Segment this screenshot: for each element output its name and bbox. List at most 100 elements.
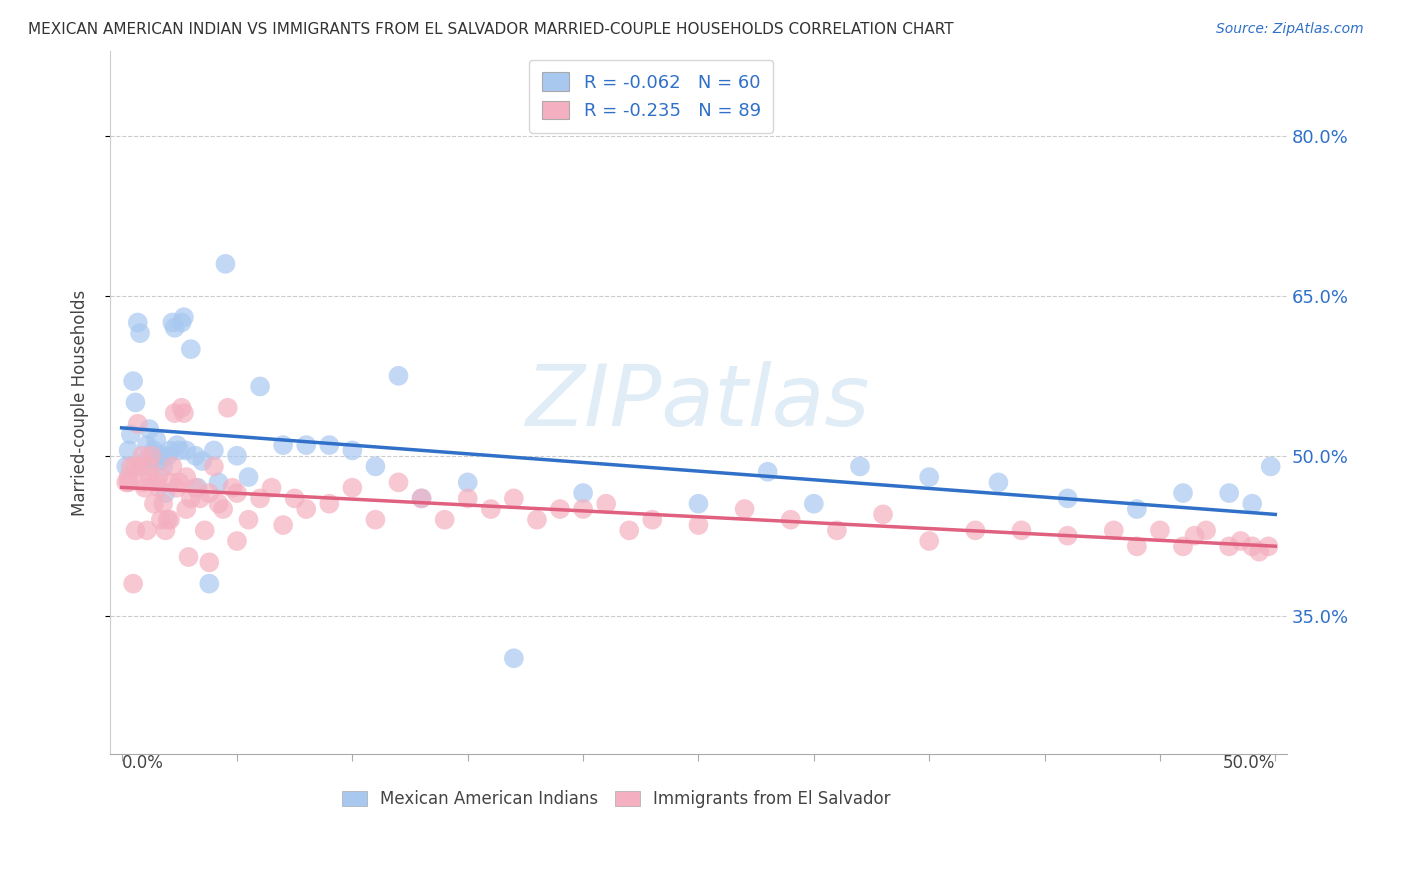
Point [987, 475, 1010, 490]
Point [226, 486, 249, 500]
Point [1056, 491, 1078, 506]
Point [387, 368, 409, 383]
Point [155, 486, 177, 500]
Point [131, 449, 153, 463]
Point [148, 470, 170, 484]
Point [918, 534, 941, 549]
Point [825, 524, 848, 538]
Point [188, 491, 211, 506]
Point [284, 491, 307, 506]
Point [129, 459, 152, 474]
Point [1171, 486, 1194, 500]
Point [803, 497, 825, 511]
Point [1126, 502, 1149, 516]
Point [174, 470, 197, 484]
Point [271, 518, 294, 533]
Point [173, 406, 195, 420]
Legend: Mexican American Indians, Immigrants from El Salvador: Mexican American Indians, Immigrants fro… [333, 781, 898, 816]
Point [202, 443, 225, 458]
Point [249, 491, 271, 506]
Point [148, 481, 170, 495]
Point [124, 524, 146, 538]
Point [1260, 459, 1282, 474]
Point [122, 374, 145, 388]
Text: Source: ZipAtlas.com: Source: ZipAtlas.com [1216, 22, 1364, 37]
Point [526, 513, 548, 527]
Point [131, 475, 153, 490]
Point [138, 422, 160, 436]
Point [180, 342, 202, 356]
Point [115, 475, 138, 490]
Point [170, 316, 193, 330]
Point [136, 524, 159, 538]
Point [162, 316, 184, 330]
Point [221, 481, 243, 495]
Point [1102, 524, 1125, 538]
Point [159, 443, 181, 458]
Point [187, 481, 209, 495]
Point [177, 549, 200, 564]
Point [129, 326, 152, 340]
Point [572, 486, 595, 500]
Point [117, 475, 139, 490]
Point [479, 502, 502, 516]
Point [180, 491, 202, 506]
Text: 50.0%: 50.0% [1223, 755, 1275, 772]
Text: MEXICAN AMERICAN INDIAN VS IMMIGRANTS FROM EL SALVADOR MARRIED-COUPLE HOUSEHOLDS: MEXICAN AMERICAN INDIAN VS IMMIGRANTS FR… [28, 22, 953, 37]
Point [572, 502, 595, 516]
Point [198, 555, 221, 569]
Point [136, 438, 159, 452]
Point [1149, 524, 1171, 538]
Point [641, 513, 664, 527]
Point [122, 576, 145, 591]
Point [595, 497, 617, 511]
Text: ZIPatlas: ZIPatlas [526, 361, 870, 444]
Point [159, 513, 181, 527]
Point [548, 502, 571, 516]
Point [166, 481, 188, 495]
Point [688, 497, 710, 511]
Point [1229, 534, 1251, 549]
Point [207, 475, 229, 490]
Point [1056, 529, 1078, 543]
Point [127, 417, 149, 431]
Point [318, 438, 340, 452]
Point [1195, 524, 1218, 538]
Point [918, 470, 941, 484]
Point [142, 497, 165, 511]
Point [156, 449, 179, 463]
Point [411, 491, 433, 506]
Point [191, 454, 214, 468]
Point [198, 486, 221, 500]
Point [117, 470, 139, 484]
Point [155, 524, 177, 538]
Point [1218, 486, 1240, 500]
Point [779, 513, 801, 527]
Point [433, 513, 456, 527]
Point [124, 459, 146, 474]
Point [120, 427, 142, 442]
Point [295, 502, 318, 516]
Point [212, 502, 235, 516]
Point [965, 524, 987, 538]
Point [756, 465, 779, 479]
Point [1249, 544, 1271, 558]
Point [226, 534, 249, 549]
Point [163, 321, 186, 335]
Point [1257, 539, 1279, 553]
Point [169, 475, 191, 490]
Point [131, 459, 153, 474]
Point [1218, 539, 1240, 553]
Point [148, 454, 170, 468]
Point [149, 513, 172, 527]
Point [117, 443, 139, 458]
Point [1241, 539, 1264, 553]
Point [364, 459, 387, 474]
Point [138, 470, 160, 484]
Point [152, 459, 174, 474]
Point [1241, 497, 1264, 511]
Point [184, 449, 207, 463]
Point [145, 433, 167, 447]
Point [318, 497, 340, 511]
Point [502, 491, 524, 506]
